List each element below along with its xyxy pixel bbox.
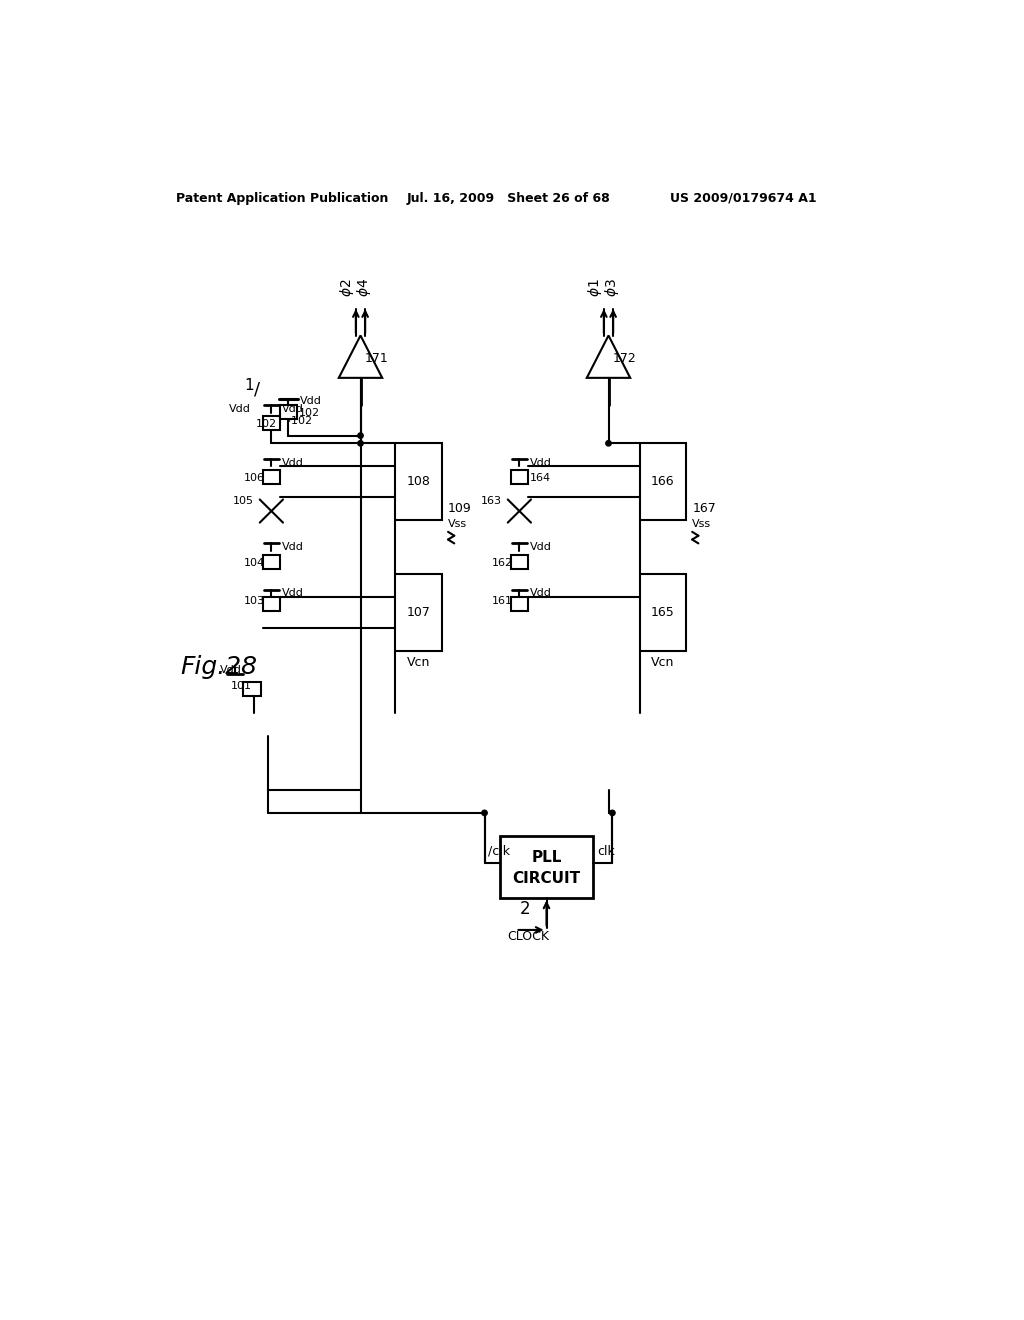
Text: Vdd: Vdd xyxy=(529,458,551,467)
Text: Vdd: Vdd xyxy=(219,665,242,676)
Bar xyxy=(280,405,297,418)
Text: 103: 103 xyxy=(245,597,265,606)
Text: /: / xyxy=(254,380,260,399)
Bar xyxy=(395,574,442,651)
Text: 109: 109 xyxy=(449,502,472,515)
Text: Vdd: Vdd xyxy=(282,589,303,598)
Bar xyxy=(500,836,593,898)
Text: $\phi$3: $\phi$3 xyxy=(602,279,621,297)
Text: CIRCUIT: CIRCUIT xyxy=(512,871,581,886)
Text: $\phi$1: $\phi$1 xyxy=(586,279,603,297)
Circle shape xyxy=(357,441,364,446)
Text: Vdd: Vdd xyxy=(529,589,551,598)
Polygon shape xyxy=(339,335,382,378)
Bar xyxy=(263,597,280,611)
Text: Vdd: Vdd xyxy=(529,543,551,552)
Text: 108: 108 xyxy=(407,475,430,488)
Text: Vdd: Vdd xyxy=(282,543,303,552)
Text: Vcn: Vcn xyxy=(407,656,430,669)
Bar xyxy=(244,682,260,696)
Text: 101: 101 xyxy=(231,681,252,690)
Text: PLL: PLL xyxy=(531,850,562,865)
Text: 161: 161 xyxy=(493,597,513,606)
Text: 162: 162 xyxy=(493,557,513,568)
Text: 102: 102 xyxy=(299,408,321,417)
Text: Vss: Vss xyxy=(692,519,712,529)
Circle shape xyxy=(481,810,487,816)
Text: US 2009/0179674 A1: US 2009/0179674 A1 xyxy=(671,191,817,205)
Text: Vdd: Vdd xyxy=(300,396,322,407)
Bar xyxy=(263,554,280,569)
Text: Vss: Vss xyxy=(449,519,467,529)
Bar xyxy=(511,554,528,569)
Text: 163: 163 xyxy=(480,496,502,506)
Circle shape xyxy=(606,441,611,446)
Text: Vdd: Vdd xyxy=(282,458,303,467)
Polygon shape xyxy=(587,335,630,378)
Bar xyxy=(511,470,528,484)
Text: 171: 171 xyxy=(365,352,388,366)
Circle shape xyxy=(357,433,364,438)
Text: Fig.28: Fig.28 xyxy=(180,655,258,678)
Text: $\neg$102: $\neg$102 xyxy=(282,414,313,426)
Text: 104: 104 xyxy=(245,557,265,568)
Bar xyxy=(511,597,528,611)
Circle shape xyxy=(609,810,615,816)
Text: Jul. 16, 2009   Sheet 26 of 68: Jul. 16, 2009 Sheet 26 of 68 xyxy=(407,191,610,205)
Bar xyxy=(263,416,280,430)
Text: 164: 164 xyxy=(529,473,551,483)
Text: 2: 2 xyxy=(519,900,530,919)
Text: 166: 166 xyxy=(651,475,675,488)
Text: 107: 107 xyxy=(407,606,430,619)
Text: /clk: /clk xyxy=(488,845,510,858)
Text: 172: 172 xyxy=(612,352,636,366)
Text: $\phi$4: $\phi$4 xyxy=(354,277,373,297)
Bar xyxy=(640,444,686,520)
Text: clk: clk xyxy=(597,845,614,858)
Bar xyxy=(640,574,686,651)
Text: Vdd: Vdd xyxy=(282,404,303,413)
Text: 102: 102 xyxy=(256,418,278,429)
Text: Patent Application Publication: Patent Application Publication xyxy=(176,191,388,205)
Bar xyxy=(395,444,442,520)
Text: 1: 1 xyxy=(245,378,254,393)
Text: 165: 165 xyxy=(651,606,675,619)
Text: 167: 167 xyxy=(692,502,716,515)
Bar xyxy=(263,470,280,484)
Text: Vcn: Vcn xyxy=(651,656,675,669)
Text: 105: 105 xyxy=(232,496,254,506)
Text: Vdd: Vdd xyxy=(228,404,251,413)
Text: CLOCK: CLOCK xyxy=(508,929,550,942)
Text: 106: 106 xyxy=(245,473,265,483)
Text: $\phi$2: $\phi$2 xyxy=(338,279,355,297)
